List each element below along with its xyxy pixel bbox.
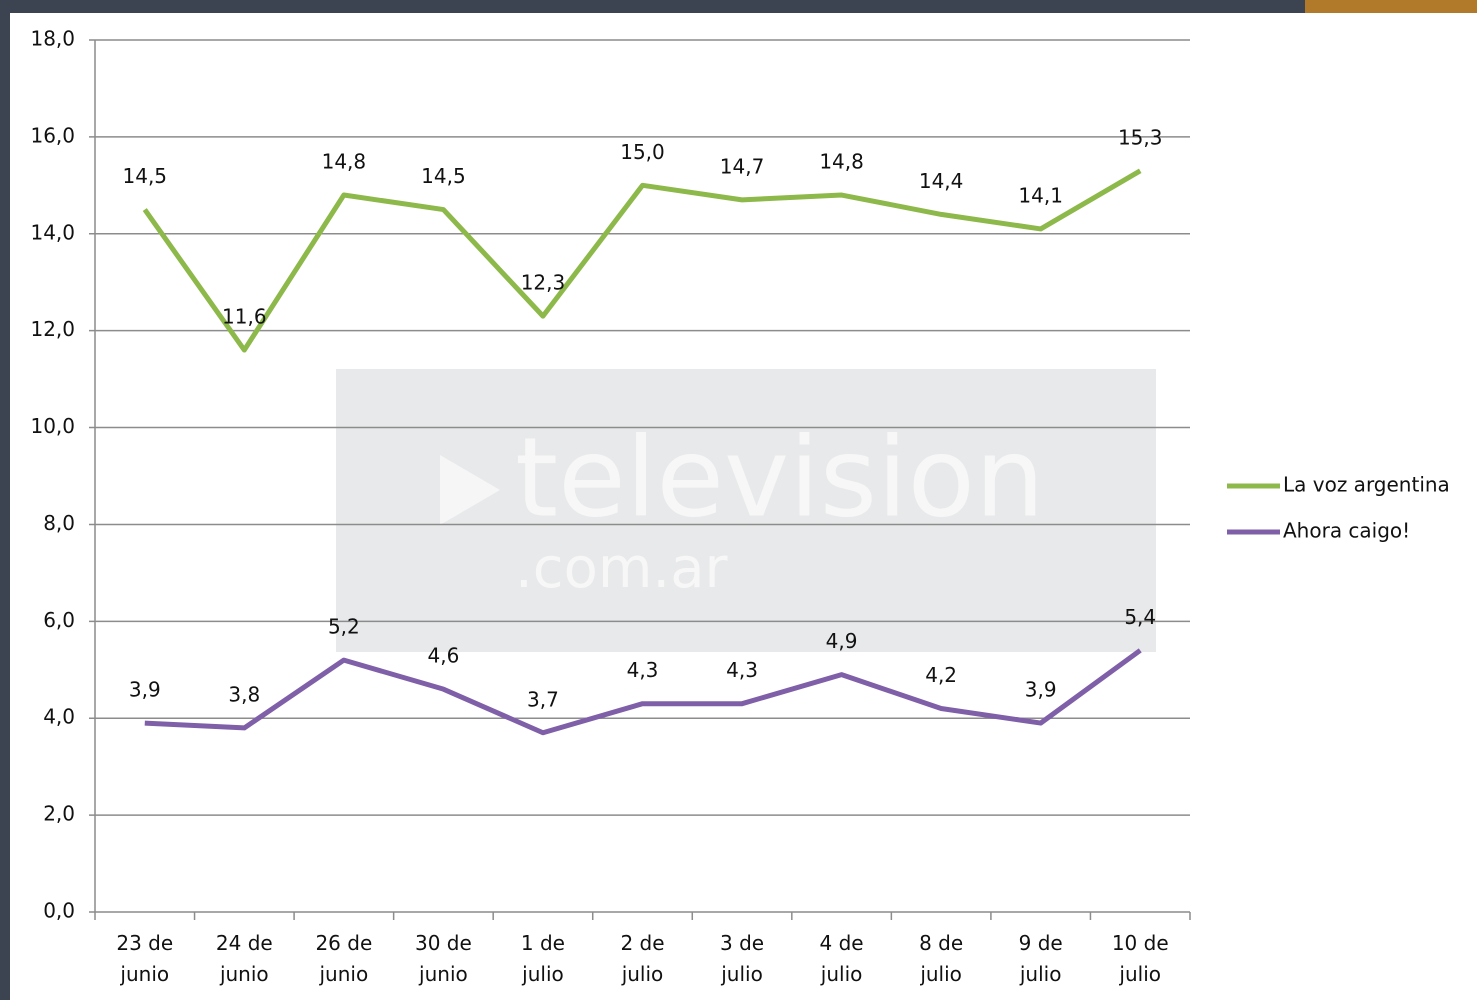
data-label: 3,9 xyxy=(1025,678,1057,702)
x-tick-label: 26 de junio xyxy=(315,931,373,986)
x-tick-label: 8 de julio xyxy=(919,931,964,986)
y-tick-label: 14,0 xyxy=(30,220,75,244)
series-line xyxy=(142,168,1142,353)
data-label: 4,6 xyxy=(428,644,460,668)
x-tick-label: 2 de julio xyxy=(620,931,665,986)
series-line xyxy=(144,648,1142,736)
y-tick-label: 4,0 xyxy=(43,705,75,729)
x-tick-label: 10 de julio xyxy=(1111,931,1169,986)
y-tick-label: 18,0 xyxy=(30,27,75,51)
data-label: 14,5 xyxy=(123,164,168,188)
x-tick-label: 30 de junio xyxy=(415,931,472,986)
watermark-box xyxy=(336,369,1156,652)
data-label: 15,0 xyxy=(620,140,665,164)
data-label: 14,5 xyxy=(421,164,466,188)
data-label: 14,7 xyxy=(720,154,765,178)
data-label: 4,9 xyxy=(826,629,858,653)
watermark-play xyxy=(440,455,500,525)
x-tick-label: 23 de junio xyxy=(116,931,174,986)
y-tick-label: 6,0 xyxy=(43,608,75,632)
data-label: 4,3 xyxy=(627,658,659,682)
data-label: 3,8 xyxy=(228,682,260,706)
y-tick-label: 2,0 xyxy=(43,802,75,826)
data-label: 5,4 xyxy=(1124,605,1156,629)
corner-strip xyxy=(1305,0,1477,13)
data-label: 4,2 xyxy=(925,663,957,687)
top-frame xyxy=(0,0,1477,13)
data-label: 12,3 xyxy=(521,271,566,295)
data-label: 3,7 xyxy=(527,687,559,711)
data-label: 3,9 xyxy=(129,678,161,702)
data-label: 11,6 xyxy=(222,305,267,329)
watermark-sub: .com.ar xyxy=(515,536,729,601)
y-tick-label: 10,0 xyxy=(30,414,75,438)
legend-label: Ahora caigo! xyxy=(1283,519,1410,543)
data-label: 14,1 xyxy=(1018,183,1063,207)
y-tick-label: 16,0 xyxy=(30,123,75,147)
data-label: 14,8 xyxy=(819,150,864,174)
legend-label: La voz argentina xyxy=(1283,473,1450,497)
x-tick-label: 4 de julio xyxy=(819,931,864,986)
watermark: television xyxy=(515,413,1045,541)
x-tick-label: 9 de julio xyxy=(1018,931,1063,986)
y-tick-label: 8,0 xyxy=(43,511,75,535)
data-label: 4,3 xyxy=(726,658,758,682)
y-tick-label: 12,0 xyxy=(30,317,75,341)
data-label: 5,2 xyxy=(328,615,360,639)
data-label: 15,3 xyxy=(1118,125,1163,149)
x-tick-label: 24 de junio xyxy=(215,931,273,986)
x-tick-label: 3 de julio xyxy=(719,931,765,986)
x-tick-label: 1 de julio xyxy=(520,931,565,986)
data-label: 14,8 xyxy=(322,150,367,174)
data-label: 14,4 xyxy=(919,169,964,193)
y-tick-label: 0,0 xyxy=(43,899,75,923)
left-frame xyxy=(0,0,10,1000)
